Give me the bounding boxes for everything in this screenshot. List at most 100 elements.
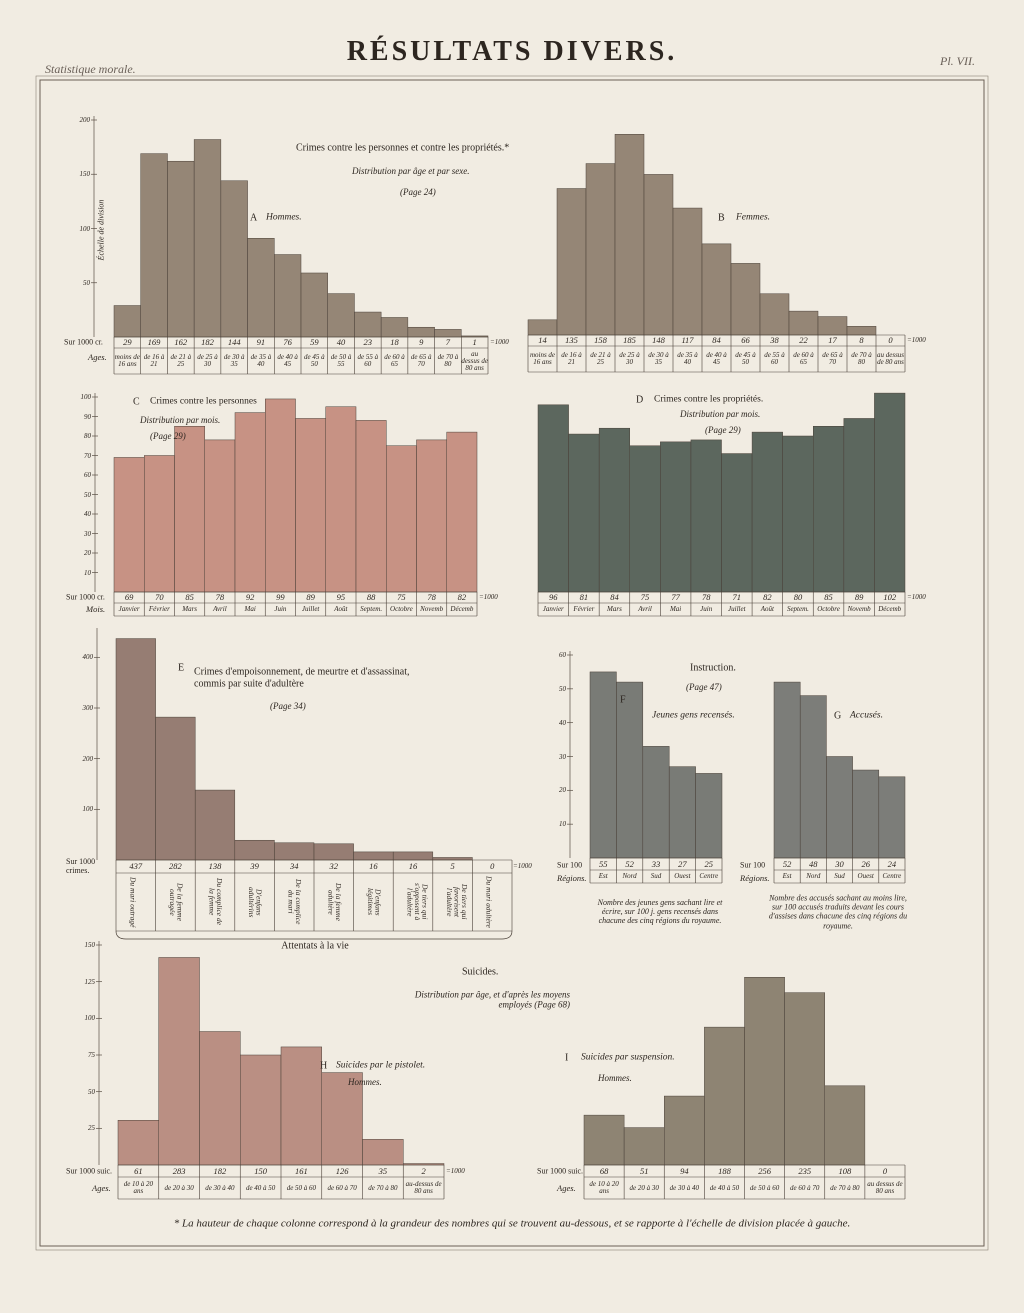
value-label: 135 <box>565 335 578 346</box>
bar <box>115 638 156 861</box>
value-label: 84 <box>712 335 721 346</box>
bar <box>826 756 853 859</box>
bar <box>782 435 814 593</box>
value-label: 235 <box>798 1165 812 1176</box>
chart-group-label: Attentats à la vie <box>281 940 349 952</box>
bar <box>813 426 845 593</box>
value-label: 80 <box>793 592 803 603</box>
bar <box>362 1139 404 1166</box>
value-label: 108 <box>838 1165 852 1176</box>
chart-total: =1000 <box>446 1166 465 1175</box>
category-label: Juillet <box>301 605 320 613</box>
bar <box>874 392 906 593</box>
bar <box>416 439 447 593</box>
y-tick-label: 60 <box>559 650 566 659</box>
value-label: 85 <box>185 592 194 603</box>
chart-title: Suicides par suspension. <box>581 1052 675 1063</box>
bar <box>817 316 848 336</box>
bar <box>325 406 357 593</box>
chart-label: B <box>718 212 725 224</box>
category-label: Juin <box>700 605 713 613</box>
value-label: 78 <box>215 592 225 603</box>
category-label: de 65 à 70 <box>410 353 432 368</box>
y-tick-label: 30 <box>84 529 91 538</box>
category-label: de 10 à 20 ans <box>123 1180 154 1195</box>
value-label: 55 <box>598 858 608 869</box>
value-label: 89 <box>854 592 864 603</box>
y-tick-label: 40 <box>559 718 566 727</box>
value-label: 85 <box>824 592 833 603</box>
y-tick-label: 100 <box>80 392 92 401</box>
category-label: de 21 à 25 <box>170 353 192 368</box>
value-label: 162 <box>174 337 188 348</box>
category-label: de 50 à 60 <box>286 1183 317 1192</box>
category-label: Sud <box>834 872 845 880</box>
category-label: de 10 à 20 ans <box>589 1180 619 1195</box>
value-label: 96 <box>549 592 558 603</box>
value-label: 99 <box>276 592 285 603</box>
chart-title: Hommes. <box>266 212 302 223</box>
section-subtitle: Distribution par âge et par sexe. <box>352 165 470 176</box>
category-label: de 45 à 50 <box>735 351 756 366</box>
y-tick-label: 50 <box>559 684 566 693</box>
value-label: 94 <box>680 1165 689 1176</box>
value-label: 26 <box>861 858 870 869</box>
bar <box>199 1031 241 1166</box>
bar <box>672 207 703 336</box>
bar <box>598 427 631 593</box>
category-label: Du mari outragé <box>128 876 138 928</box>
y-tick-label: 80 <box>84 431 91 440</box>
chart-total: =1000 <box>907 335 926 344</box>
value-label: 91 <box>256 337 266 348</box>
value-label: 283 <box>172 1165 186 1176</box>
bar <box>234 839 275 861</box>
bar <box>623 1127 665 1166</box>
category-label: Novemb <box>420 605 444 613</box>
value-label: 169 <box>147 337 161 348</box>
value-label: 16 <box>369 861 378 872</box>
section-page: (Page 47) <box>686 681 722 692</box>
bar <box>113 305 141 338</box>
bar <box>174 426 205 593</box>
bar <box>846 326 877 336</box>
value-label: 70 <box>155 592 164 603</box>
category-label: de 30 à 35 <box>648 351 669 366</box>
y-tick-label: 10 <box>559 820 566 829</box>
chart-label: G <box>834 710 842 722</box>
bar <box>355 420 387 593</box>
value-label: 51 <box>639 1165 649 1176</box>
y-tick-label: 60 <box>84 470 91 479</box>
category-label: de 70 à 80 <box>368 1183 398 1192</box>
category-label: de 25 à 30 <box>197 353 218 368</box>
category-label: de 60 à 70 <box>790 1183 820 1192</box>
category-label: de 20 à 30 <box>629 1183 659 1192</box>
chart-cat-label: Ages. <box>92 1183 111 1194</box>
category-label: de 40 à 50 <box>245 1183 276 1192</box>
category-label: de 55 à 60 <box>764 351 785 366</box>
bar <box>446 431 478 593</box>
bar <box>167 160 195 338</box>
y-tick-label: 75 <box>88 1050 95 1059</box>
value-label: 27 <box>678 858 687 869</box>
category-label: moins de 16 ans <box>114 353 140 368</box>
category-label: Est <box>598 872 608 880</box>
category-label: de 30 à 35 <box>223 353 245 368</box>
bar <box>585 163 616 336</box>
value-label: 68 <box>599 1165 609 1176</box>
value-label: 34 <box>289 861 299 872</box>
category-label: Mars <box>607 605 622 613</box>
chart-title: Accusés. <box>850 710 883 721</box>
chart-total: =1000 <box>907 592 926 601</box>
bar <box>704 1026 745 1166</box>
bar <box>527 319 558 336</box>
bar <box>327 293 355 338</box>
chart-label: A <box>250 212 258 224</box>
value-label: 7 <box>445 337 451 348</box>
chart-subtitle: Hommes. <box>598 1072 632 1083</box>
chart-label: E <box>178 662 185 674</box>
category-label: de 60 à 65 <box>384 353 405 368</box>
category-label: Centre <box>699 872 719 880</box>
value-label: 40 <box>336 337 346 348</box>
bar <box>204 439 236 593</box>
